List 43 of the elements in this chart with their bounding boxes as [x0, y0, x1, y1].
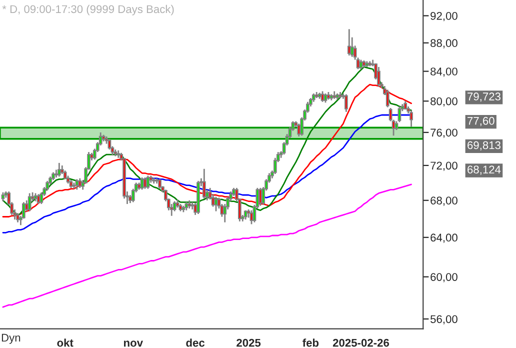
- y-tick-label: 84,00: [430, 68, 458, 77]
- candlestick: [78, 178, 82, 189]
- y-tick-label: 76,00: [430, 128, 458, 138]
- x-tick-label: dec: [186, 338, 205, 347]
- chart-title: * D, 09:00-17:30 (9999 Days Back): [2, 4, 174, 16]
- candlestick: [258, 187, 262, 206]
- candlestick: [214, 196, 218, 212]
- candlestick: [202, 168, 206, 200]
- text: 69,813: [468, 141, 500, 150]
- candlestick: [398, 106, 402, 123]
- candlestick: [344, 94, 348, 113]
- text: 68,124: [468, 166, 501, 175]
- candlestick: [172, 200, 176, 212]
- x-tick-label: 2025-02-26: [332, 338, 390, 347]
- candlestick: [324, 92, 328, 104]
- y-tick-label: 60,00: [430, 273, 458, 282]
- line-series: [2, 184, 412, 308]
- candlestick: [347, 28, 351, 56]
- x-tick-label: 2025: [236, 338, 261, 347]
- text: 79,723: [468, 92, 500, 102]
- x-tick-label: nov: [124, 340, 143, 347]
- candlestick: [386, 89, 390, 108]
- x-tick-label: feb: [302, 338, 319, 347]
- candlestick: [143, 176, 147, 190]
- y-tick-label: 68,00: [430, 196, 458, 206]
- candlestick: [320, 90, 324, 103]
- y-tick-label: 80,00: [430, 97, 458, 107]
- x-tick-label: okt: [57, 338, 74, 347]
- y-tick-label: 56,00: [430, 315, 458, 324]
- y-tick-label: 64,00: [430, 234, 458, 243]
- y-tick-label: 92,00: [430, 12, 458, 22]
- candlestick: [359, 59, 363, 70]
- candlestick: [250, 210, 254, 225]
- text: Dyn: [2, 334, 20, 344]
- y-tick-label: 88,00: [430, 39, 458, 48]
- candlestick: [158, 178, 162, 190]
- y-tick-label: 72,00: [430, 162, 458, 171]
- text: 77,60: [468, 116, 494, 126]
- candlestick: [58, 162, 61, 178]
- candlestick: [36, 193, 40, 205]
- candlestick: [28, 192, 32, 212]
- candlestick: [410, 110, 413, 128]
- candlestick: [140, 176, 144, 190]
